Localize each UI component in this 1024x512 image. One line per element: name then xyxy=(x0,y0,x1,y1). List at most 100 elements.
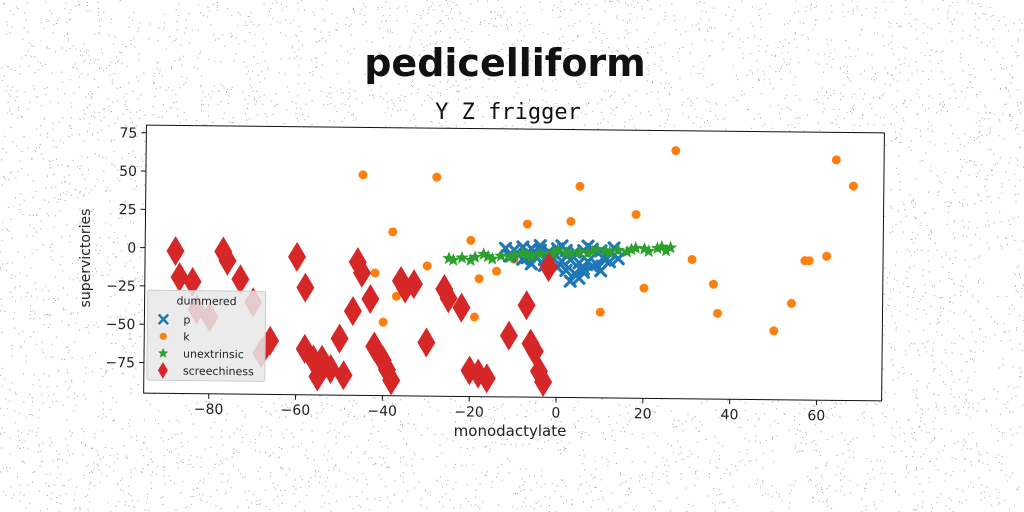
point-screechiness xyxy=(378,354,397,385)
point-k xyxy=(671,146,681,156)
point-k xyxy=(595,307,605,317)
point-screechiness xyxy=(321,354,340,385)
point-unextrinsic xyxy=(629,241,643,254)
point-unextrinsic xyxy=(464,253,478,266)
point-k xyxy=(432,172,442,182)
point-screechiness xyxy=(231,264,250,295)
point-screechiness xyxy=(417,327,436,358)
point-unextrinsic xyxy=(572,245,586,258)
point-screechiness xyxy=(295,333,314,364)
point-k xyxy=(639,283,649,293)
point-k xyxy=(378,317,388,327)
point-screechiness xyxy=(170,262,189,293)
legend-label: k xyxy=(183,331,190,344)
point-k xyxy=(631,209,641,219)
point-screechiness xyxy=(452,292,471,323)
point-screechiness xyxy=(218,245,237,276)
point-unextrinsic xyxy=(477,247,491,260)
point-screechiness xyxy=(343,296,362,327)
point-screechiness xyxy=(373,345,392,376)
point-screechiness xyxy=(539,252,558,283)
point-unextrinsic xyxy=(590,242,604,256)
legend-box xyxy=(146,289,267,382)
point-k xyxy=(687,254,697,264)
legend-label: screechiness xyxy=(183,365,254,379)
point-k xyxy=(358,170,368,180)
y-tick-label: 75 xyxy=(119,126,137,142)
y-tick-label: −25 xyxy=(106,279,136,295)
point-screechiness xyxy=(166,236,185,267)
point-screechiness xyxy=(214,236,233,267)
point-k xyxy=(159,332,167,340)
point-unextrinsic xyxy=(524,249,539,262)
point-screechiness xyxy=(382,365,401,396)
point-unextrinsic xyxy=(503,250,517,264)
point-screechiness xyxy=(404,269,423,300)
x-axis-label: monodactylate xyxy=(454,422,567,440)
point-k xyxy=(370,268,380,278)
point-screechiness xyxy=(334,360,353,391)
point-k xyxy=(422,261,432,271)
point-unextrinsic xyxy=(485,251,500,265)
point-unextrinsic xyxy=(533,247,547,260)
y-tick-label: 0 xyxy=(127,240,136,256)
point-unextrinsic xyxy=(642,244,656,258)
x-tick-label: 60 xyxy=(807,408,825,424)
legend-label: p xyxy=(183,314,190,327)
point-screechiness xyxy=(361,284,380,315)
point-unextrinsic xyxy=(611,243,626,257)
point-unextrinsic xyxy=(157,347,169,358)
point-k xyxy=(713,308,723,318)
point-unextrinsic xyxy=(481,249,495,263)
point-unextrinsic xyxy=(581,246,595,259)
point-unextrinsic xyxy=(446,253,460,266)
point-k xyxy=(831,155,841,165)
point-screechiness xyxy=(499,320,518,351)
point-screechiness xyxy=(439,283,458,314)
point-screechiness xyxy=(525,336,544,367)
point-unextrinsic xyxy=(494,248,508,262)
point-k xyxy=(388,227,398,237)
x-tick-label: 20 xyxy=(634,406,652,422)
point-k xyxy=(469,312,479,322)
y-axis-ticks: 75 50 25 0 −25 −50 −75 xyxy=(105,126,147,371)
point-k xyxy=(709,279,719,289)
legend: dummered pk unextrinsic screechiness xyxy=(146,289,267,382)
point-screechiness xyxy=(529,356,548,387)
x-tick-label: −60 xyxy=(281,403,311,419)
point-p xyxy=(585,259,599,273)
point-screechiness xyxy=(460,355,479,386)
y-tick-label: 50 xyxy=(119,164,137,180)
point-p xyxy=(158,313,169,325)
point-p xyxy=(576,265,591,279)
point-k xyxy=(786,298,796,308)
x-tick-label: −20 xyxy=(454,404,484,420)
point-unextrinsic xyxy=(563,246,578,260)
point-k xyxy=(804,256,814,266)
point-k xyxy=(566,216,576,226)
point-k xyxy=(474,274,484,284)
point-unextrinsic xyxy=(603,245,617,259)
x-tick-label: 40 xyxy=(720,407,738,423)
point-screechiness xyxy=(183,266,202,297)
point-unextrinsic xyxy=(655,239,669,253)
point-k xyxy=(822,251,832,261)
point-k xyxy=(769,326,779,336)
chart-title: pedicelliform xyxy=(364,41,646,85)
point-screechiness xyxy=(348,247,367,278)
point-p xyxy=(533,239,547,253)
point-screechiness xyxy=(435,274,454,305)
point-unextrinsic xyxy=(650,241,665,255)
x-tick-label: −80 xyxy=(194,402,224,418)
point-unextrinsic xyxy=(550,243,565,257)
legend-label: unextrinsic xyxy=(183,348,244,362)
point-unextrinsic xyxy=(620,244,634,258)
point-screechiness xyxy=(312,344,331,375)
point-screechiness xyxy=(534,366,553,397)
x-tick-label: 0 xyxy=(551,405,560,421)
point-unextrinsic xyxy=(637,242,652,255)
point-screechiness xyxy=(157,362,168,379)
point-k xyxy=(492,266,502,276)
legend-title: dummered xyxy=(176,294,236,308)
point-k xyxy=(466,235,476,245)
